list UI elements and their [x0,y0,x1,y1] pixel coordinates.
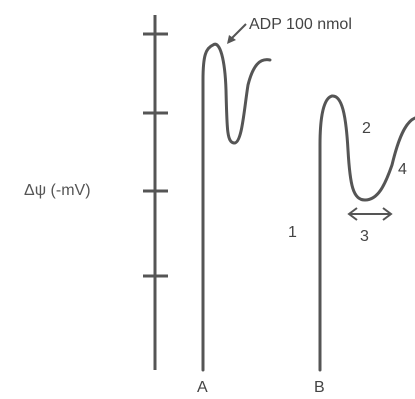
series-label-b: B [314,379,325,396]
adp-arrow-line [231,23,247,39]
phase-label-4: 4 [398,161,407,178]
phase-label-1: 1 [288,224,297,241]
phase-3-arrow-left-head [347,207,358,221]
series-label-a: A [197,379,208,396]
adp-annotation: ADP 100 nmol [249,16,352,33]
phase-3-arrow-right-head [382,207,393,221]
trace-a [201,42,272,372]
adp-arrow-head [227,35,236,44]
trace-b [318,94,415,372]
y-axis-label: Δψ (-mV) [24,182,91,199]
phase-label-3: 3 [360,228,369,245]
phase-label-2: 2 [362,120,371,137]
y-axis [143,15,168,370]
